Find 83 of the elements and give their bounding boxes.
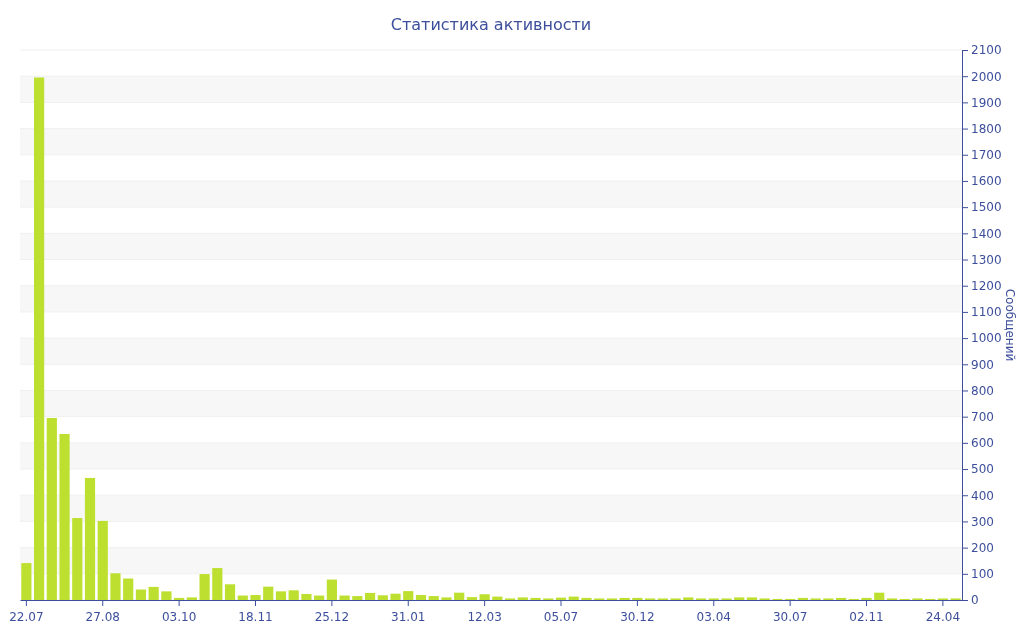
bar	[34, 77, 45, 600]
y-tick-label: 500	[971, 462, 994, 477]
bar	[428, 596, 439, 600]
x-tick-label: 30.12	[620, 610, 655, 624]
x-tick-label: 25.12	[314, 610, 350, 624]
y-tick-label: 1500	[971, 200, 1002, 215]
y-tick-label: 1000	[971, 331, 1002, 346]
bar	[835, 597, 847, 600]
x-tick-label: 02.11	[849, 610, 884, 624]
x-tick-label: 31.01	[391, 610, 426, 624]
bar	[415, 595, 427, 600]
bar	[377, 595, 388, 600]
bar	[874, 592, 885, 600]
bar	[110, 573, 121, 600]
bar	[326, 579, 337, 600]
bar	[632, 597, 643, 600]
y-tick-label: 1700	[971, 148, 1002, 163]
bar	[199, 574, 210, 600]
bar	[84, 477, 96, 600]
bar	[466, 597, 477, 600]
bar	[301, 593, 312, 600]
y-tick-label: 1400	[971, 226, 1002, 241]
x-tick-label: 05.07	[543, 610, 579, 624]
bar	[479, 594, 490, 600]
y-tick-label: 1200	[971, 279, 1002, 294]
x-tick-label: 12.03	[467, 610, 502, 624]
x-tick-label: 03.04	[696, 610, 731, 624]
y-tick-label: 700	[971, 410, 994, 425]
bar	[212, 568, 223, 600]
bar	[683, 597, 694, 600]
y-axis-title: Сообщений	[1003, 288, 1017, 362]
bar	[263, 586, 274, 600]
y-tick-label: 600	[971, 436, 994, 451]
bar	[390, 593, 401, 600]
bar	[441, 597, 452, 600]
bar	[59, 433, 70, 600]
y-tick-label: 800	[971, 383, 994, 398]
chart-title: Статистика активности	[390, 15, 592, 34]
bar	[454, 592, 465, 600]
bar	[186, 597, 197, 600]
bar	[619, 597, 630, 600]
x-tick-label: 22.07	[9, 610, 44, 624]
bar	[530, 597, 541, 600]
bar	[21, 563, 32, 600]
y-tick-label: 2100	[971, 43, 1002, 58]
y-tick-label: 1300	[971, 252, 1002, 267]
bar	[97, 520, 108, 600]
bar	[746, 597, 758, 600]
y-tick-label: 0	[971, 593, 979, 608]
y-tick-label: 100	[971, 567, 994, 582]
bar	[224, 584, 236, 600]
bar	[403, 591, 414, 600]
y-tick-label: 2000	[971, 69, 1002, 84]
bar	[581, 597, 592, 600]
bar	[861, 597, 872, 600]
x-tick-label: 18.11	[238, 610, 273, 624]
bar	[72, 518, 83, 600]
y-tick-label: 1800	[971, 121, 1002, 136]
bar	[148, 586, 159, 600]
bar	[797, 597, 808, 600]
bar	[135, 589, 147, 600]
bar	[352, 596, 363, 600]
y-tick-label: 1100	[971, 305, 1002, 320]
x-tick-label: 27.08	[85, 610, 120, 624]
bar	[250, 595, 261, 600]
bar	[364, 592, 376, 600]
y-tick-label: 200	[971, 540, 994, 555]
y-tick-label: 1900	[971, 95, 1002, 110]
x-tick-label: 03.10	[161, 610, 197, 624]
bar	[123, 578, 134, 600]
y-tick-label: 900	[971, 357, 994, 372]
bar	[517, 597, 528, 600]
bar	[161, 591, 172, 600]
bar	[288, 590, 299, 600]
bar	[275, 591, 287, 600]
y-tick-label: 1600	[971, 174, 1002, 189]
bar	[174, 597, 185, 600]
y-tick-label: 300	[971, 514, 994, 529]
bar	[46, 417, 57, 600]
x-tick-label: 24.04	[925, 610, 961, 624]
bar	[734, 597, 745, 600]
x-tick-label: 30.07	[772, 610, 808, 624]
y-tick-label: 400	[971, 488, 994, 503]
